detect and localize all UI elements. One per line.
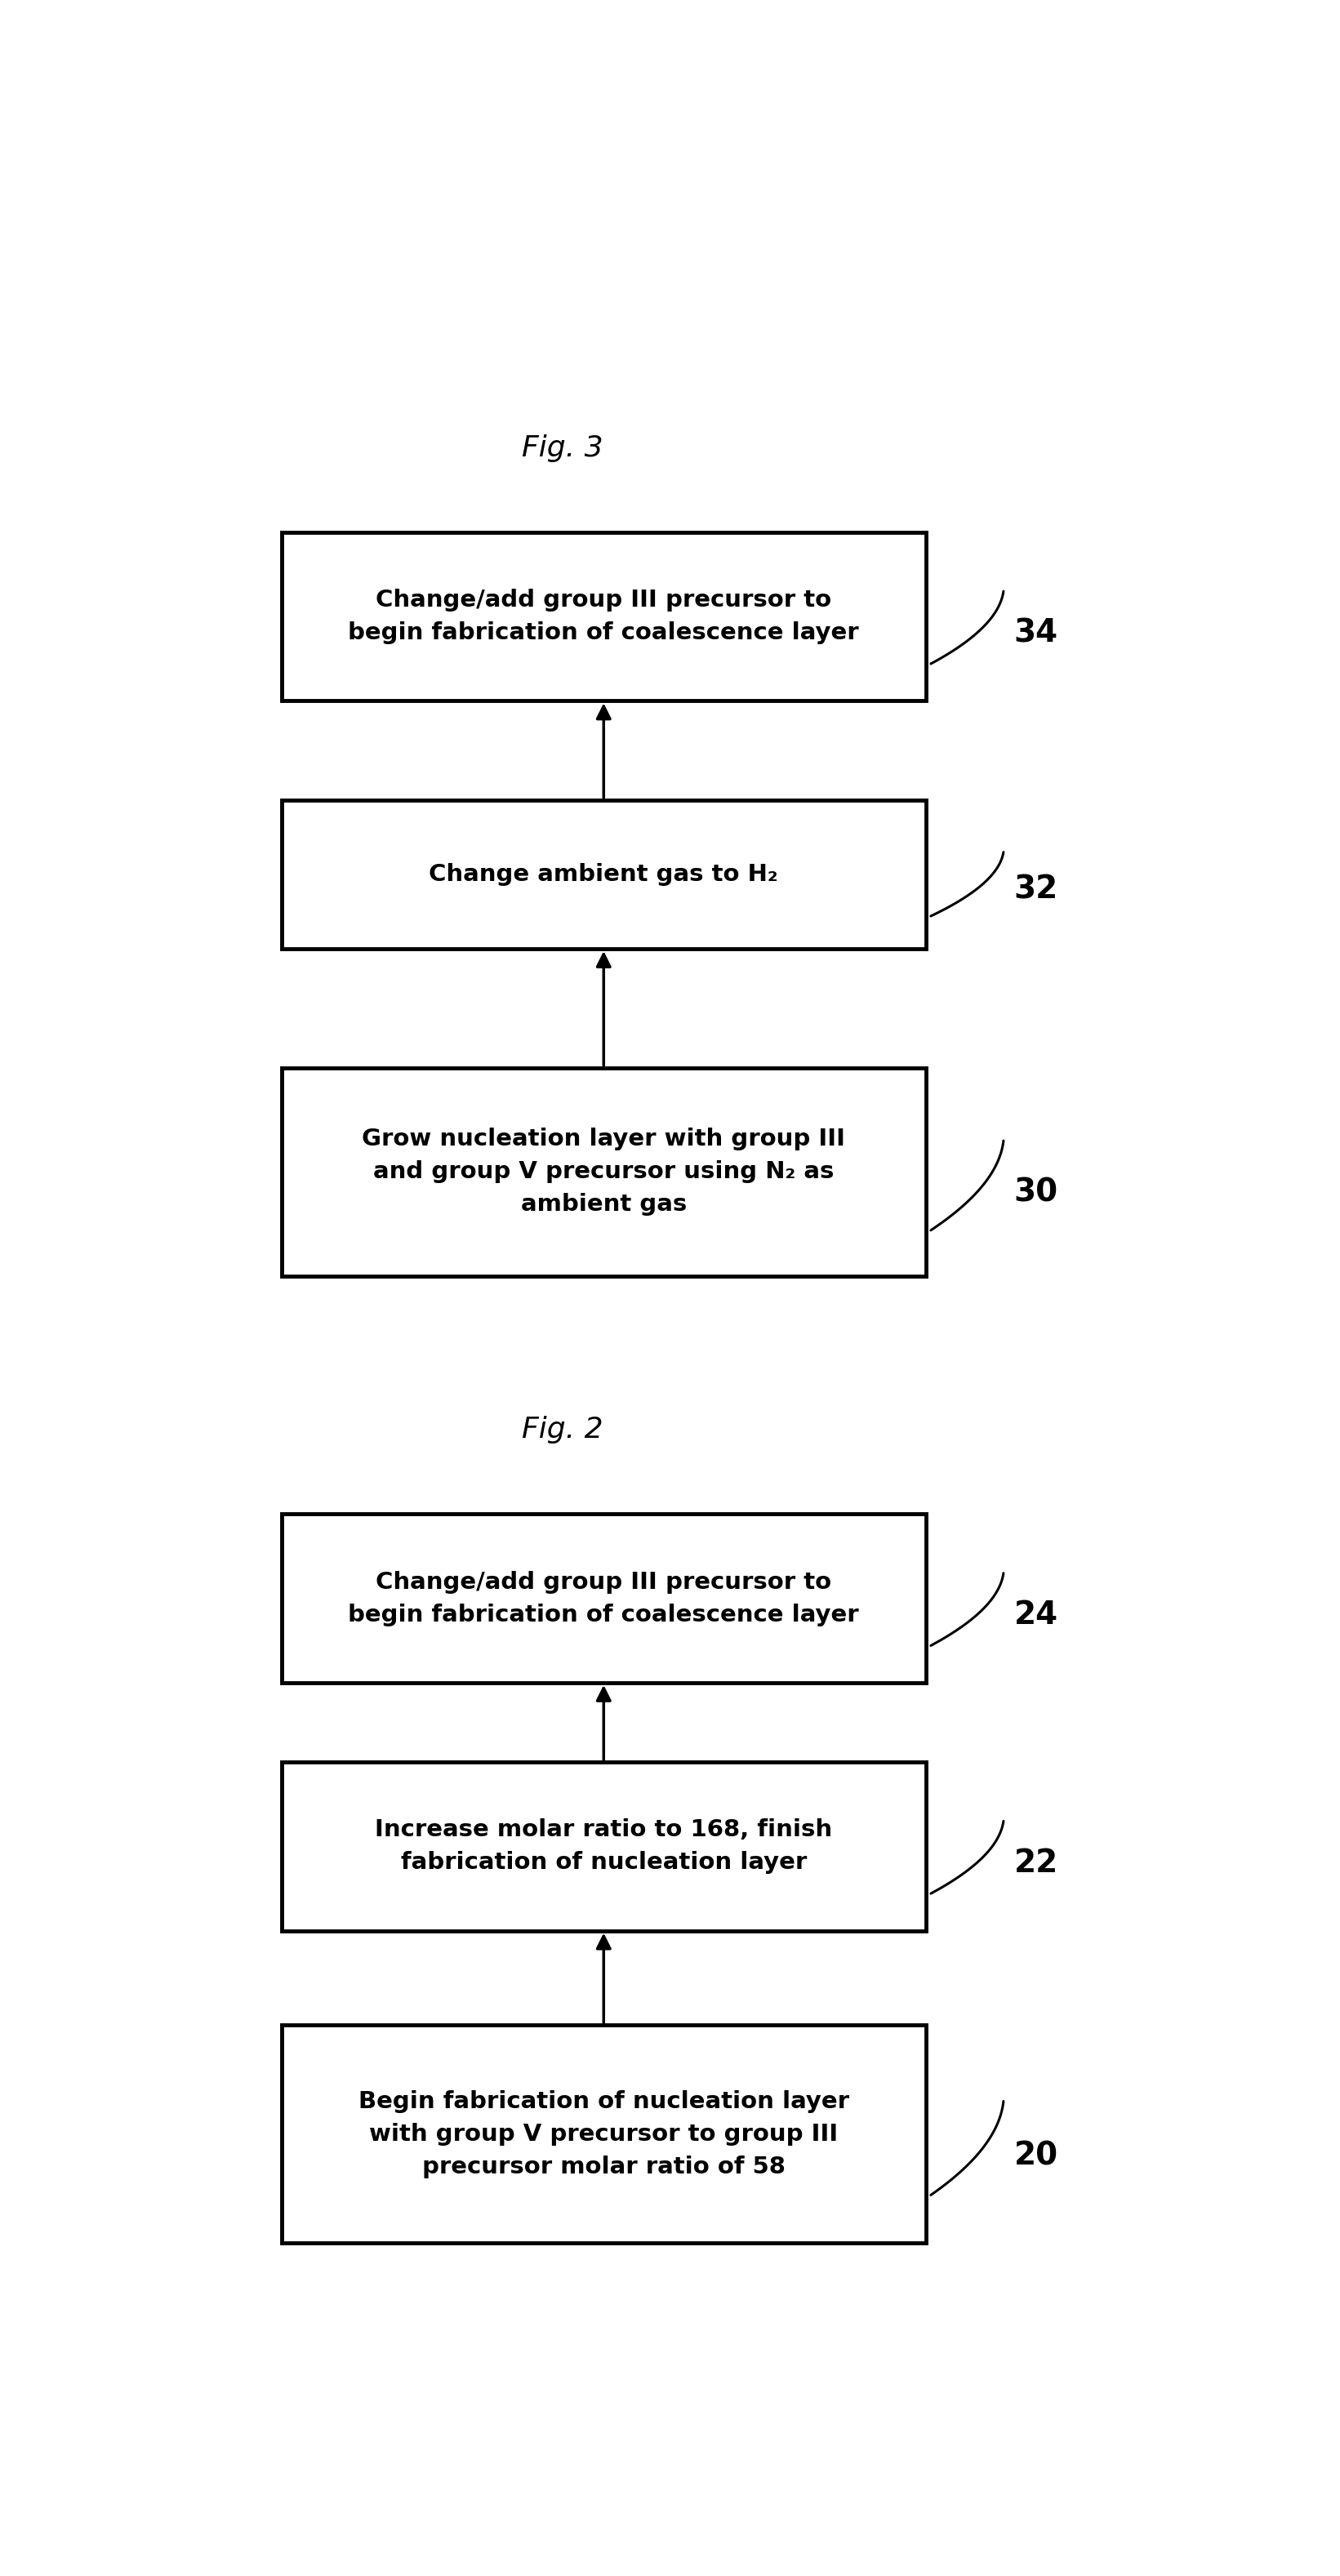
Text: Fig. 3: Fig. 3 bbox=[521, 435, 603, 461]
FancyBboxPatch shape bbox=[281, 533, 926, 701]
FancyBboxPatch shape bbox=[281, 1069, 926, 1275]
Text: Begin fabrication of nucleation layer
with group V precursor to group III
precur: Begin fabrication of nucleation layer wi… bbox=[358, 2089, 850, 2179]
FancyBboxPatch shape bbox=[281, 801, 926, 948]
Text: Grow nucleation layer with group III
and group V precursor using N₂ as
ambient g: Grow nucleation layer with group III and… bbox=[362, 1128, 846, 1216]
Text: Change/add group III precursor to
begin fabrication of coalescence layer: Change/add group III precursor to begin … bbox=[348, 1571, 859, 1625]
Text: 22: 22 bbox=[1014, 1847, 1059, 1878]
Text: Fig. 2: Fig. 2 bbox=[521, 1417, 603, 1443]
Text: 34: 34 bbox=[1014, 618, 1059, 649]
Text: Change ambient gas to H₂: Change ambient gas to H₂ bbox=[429, 863, 779, 886]
Text: 32: 32 bbox=[1014, 873, 1059, 904]
FancyBboxPatch shape bbox=[281, 1515, 926, 1682]
FancyBboxPatch shape bbox=[281, 1762, 926, 1929]
Text: 20: 20 bbox=[1014, 2141, 1059, 2172]
Text: Increase molar ratio to 168, finish
fabrication of nucleation layer: Increase molar ratio to 168, finish fabr… bbox=[375, 1819, 832, 1875]
Text: 30: 30 bbox=[1014, 1177, 1059, 1208]
Text: Change/add group III precursor to
begin fabrication of coalescence layer: Change/add group III precursor to begin … bbox=[348, 590, 859, 644]
Text: 24: 24 bbox=[1014, 1600, 1059, 1631]
FancyBboxPatch shape bbox=[281, 2025, 926, 2244]
